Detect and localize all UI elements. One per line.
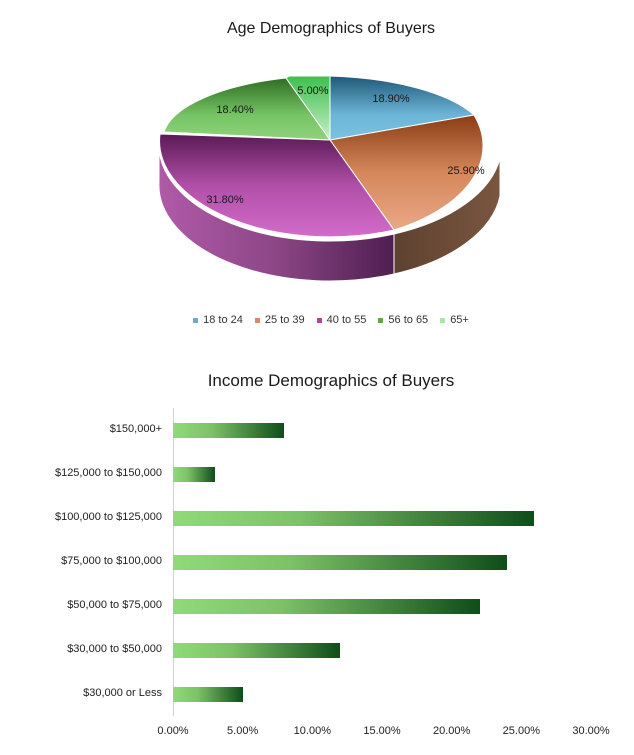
legend-label: 40 to 55 xyxy=(326,314,367,326)
pie-legend: 18 to 24 25 to 39 40 to 55 56 to 65 65+ xyxy=(0,314,634,326)
label-25-39: 25.90% xyxy=(447,165,485,177)
category-label: $30,000 to $50,000 xyxy=(67,643,162,655)
bar[interactable] xyxy=(173,687,243,702)
pie-slice-56-65 xyxy=(163,77,332,141)
pie-chart-title: Age Demographics of Buyers xyxy=(226,20,436,37)
legend-swatch xyxy=(316,317,322,323)
legend-item-65-plus[interactable]: 65+ xyxy=(440,314,469,326)
legend-item-40-55[interactable]: 40 to 55 xyxy=(316,314,367,326)
label-56-65: 18.40% xyxy=(216,104,254,116)
pie-slice-65-plus xyxy=(285,75,331,142)
pie-slice-40-55 xyxy=(159,133,395,238)
legend-swatch xyxy=(378,317,384,323)
legend-swatch xyxy=(440,317,446,323)
label-40-55: 31.80% xyxy=(206,194,244,206)
category-label: $50,000 to $75,000 xyxy=(67,599,162,611)
x-tick-label: 15.00% xyxy=(363,725,401,737)
bar[interactable] xyxy=(173,643,341,658)
bar[interactable] xyxy=(173,423,285,438)
x-tick-label: 5.00% xyxy=(227,725,259,737)
x-tick-label: 10.00% xyxy=(293,725,331,737)
legend-item-56-65[interactable]: 56 to 65 xyxy=(378,314,428,326)
age-pie-chart: 18.90% 25.90% 31.80% 18.40% 5.00% xyxy=(158,75,501,282)
pie-side-25-39 xyxy=(393,157,501,275)
legend-swatch xyxy=(254,317,260,323)
legend-item-25-39[interactable]: 25 to 39 xyxy=(254,314,305,326)
legend-label: 56 to 65 xyxy=(388,314,429,326)
x-tick-label: 0.00% xyxy=(157,725,189,737)
legend-label: 65+ xyxy=(450,314,469,326)
category-label: $30,000 or Less xyxy=(83,687,162,699)
bar[interactable] xyxy=(173,599,480,614)
legend-item-18-24[interactable]: 18 to 24 xyxy=(193,314,243,326)
bar[interactable] xyxy=(173,555,508,570)
category-label: $100,000 to $125,000 xyxy=(54,511,162,523)
bar[interactable] xyxy=(173,511,534,526)
pie-slice-18-24 xyxy=(329,75,476,141)
x-tick-label: 25.00% xyxy=(502,725,540,737)
category-label: $125,000 to $150,000 xyxy=(54,467,162,479)
bar-chart-title: Income Demographics of Buyers xyxy=(207,371,455,390)
category-label: $150,000+ xyxy=(109,423,162,435)
x-tick-label: 30.00% xyxy=(572,725,610,737)
label-18-24: 18.90% xyxy=(372,93,410,105)
label-65-plus: 5.00% xyxy=(297,85,328,97)
legend-label: 18 to 24 xyxy=(203,314,243,326)
category-label: $75,000 to $100,000 xyxy=(61,555,162,567)
bar[interactable] xyxy=(173,467,215,482)
pie-slice-25-39 xyxy=(329,114,484,231)
x-tick-label: 20.00% xyxy=(433,725,471,737)
legend-swatch xyxy=(193,317,199,323)
legend-label: 25 to 39 xyxy=(264,314,305,326)
